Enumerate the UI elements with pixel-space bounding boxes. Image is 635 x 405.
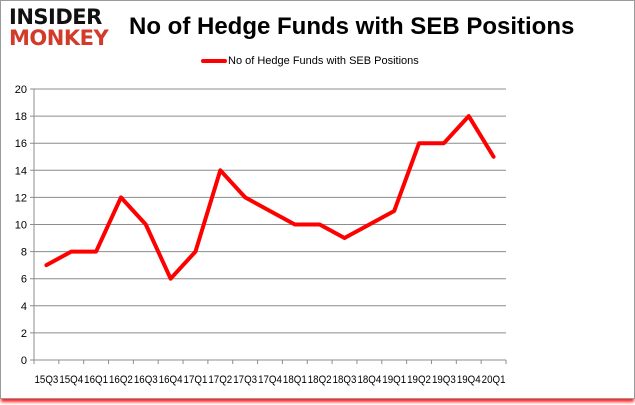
x-tick-label: 17Q1	[184, 374, 208, 386]
x-tick-label: 15Q3	[35, 374, 59, 386]
y-tick-label: 6	[21, 274, 27, 286]
chart-title: No of Hedge Funds with SEB Positions	[129, 13, 575, 40]
logo-line1: INSIDER	[9, 5, 102, 29]
x-tick-label: 18Q3	[333, 374, 357, 386]
y-tick-label: 16	[15, 138, 27, 150]
logo-line2: MONKEY	[9, 26, 109, 50]
x-tick-label: 17Q3	[233, 374, 257, 386]
plot-area: 0 2 4 6 8 10 12 14 16 18 20 15Q3 15Q4 16Q1 16Q2 16Q3 16Q…	[15, 84, 507, 386]
legend-swatch	[201, 59, 227, 63]
legend: No of Hedge Funds with SEB Positions	[201, 55, 419, 67]
x-tick-label: 16Q2	[109, 374, 133, 386]
y-tick-label: 2	[21, 328, 27, 340]
insider-monkey-logo: INSIDER MONKEY	[9, 5, 109, 50]
x-tick-label: 17Q2	[208, 374, 232, 386]
x-tick-label: 15Q4	[59, 374, 83, 386]
x-tick-label: 17Q4	[258, 374, 282, 386]
x-tick-label: 18Q1	[283, 374, 307, 386]
y-tick-label: 20	[15, 84, 27, 96]
y-tick-label: 12	[15, 192, 27, 204]
y-tick-label: 0	[21, 355, 27, 367]
x-tick-label: 18Q4	[357, 374, 381, 386]
x-tick-label: 19Q2	[407, 374, 431, 386]
y-tick-label: 14	[15, 165, 27, 177]
y-tick-label: 10	[15, 220, 27, 232]
y-tick-label: 4	[21, 301, 27, 313]
x-tick-label: 19Q4	[457, 374, 481, 386]
x-tick-label: 16Q3	[134, 374, 158, 386]
x-tick-label: 20Q1	[482, 374, 506, 386]
x-tick-label: 18Q2	[308, 374, 332, 386]
y-tick-label: 18	[15, 111, 27, 123]
x-tick-label: 16Q1	[84, 374, 108, 386]
x-tick-label: 19Q1	[382, 374, 406, 386]
y-tick-label: 8	[21, 247, 27, 259]
x-tick-label: 19Q3	[432, 374, 456, 386]
legend-label: No of Hedge Funds with SEB Positions	[228, 55, 419, 67]
x-tick-label: 16Q4	[159, 374, 183, 386]
